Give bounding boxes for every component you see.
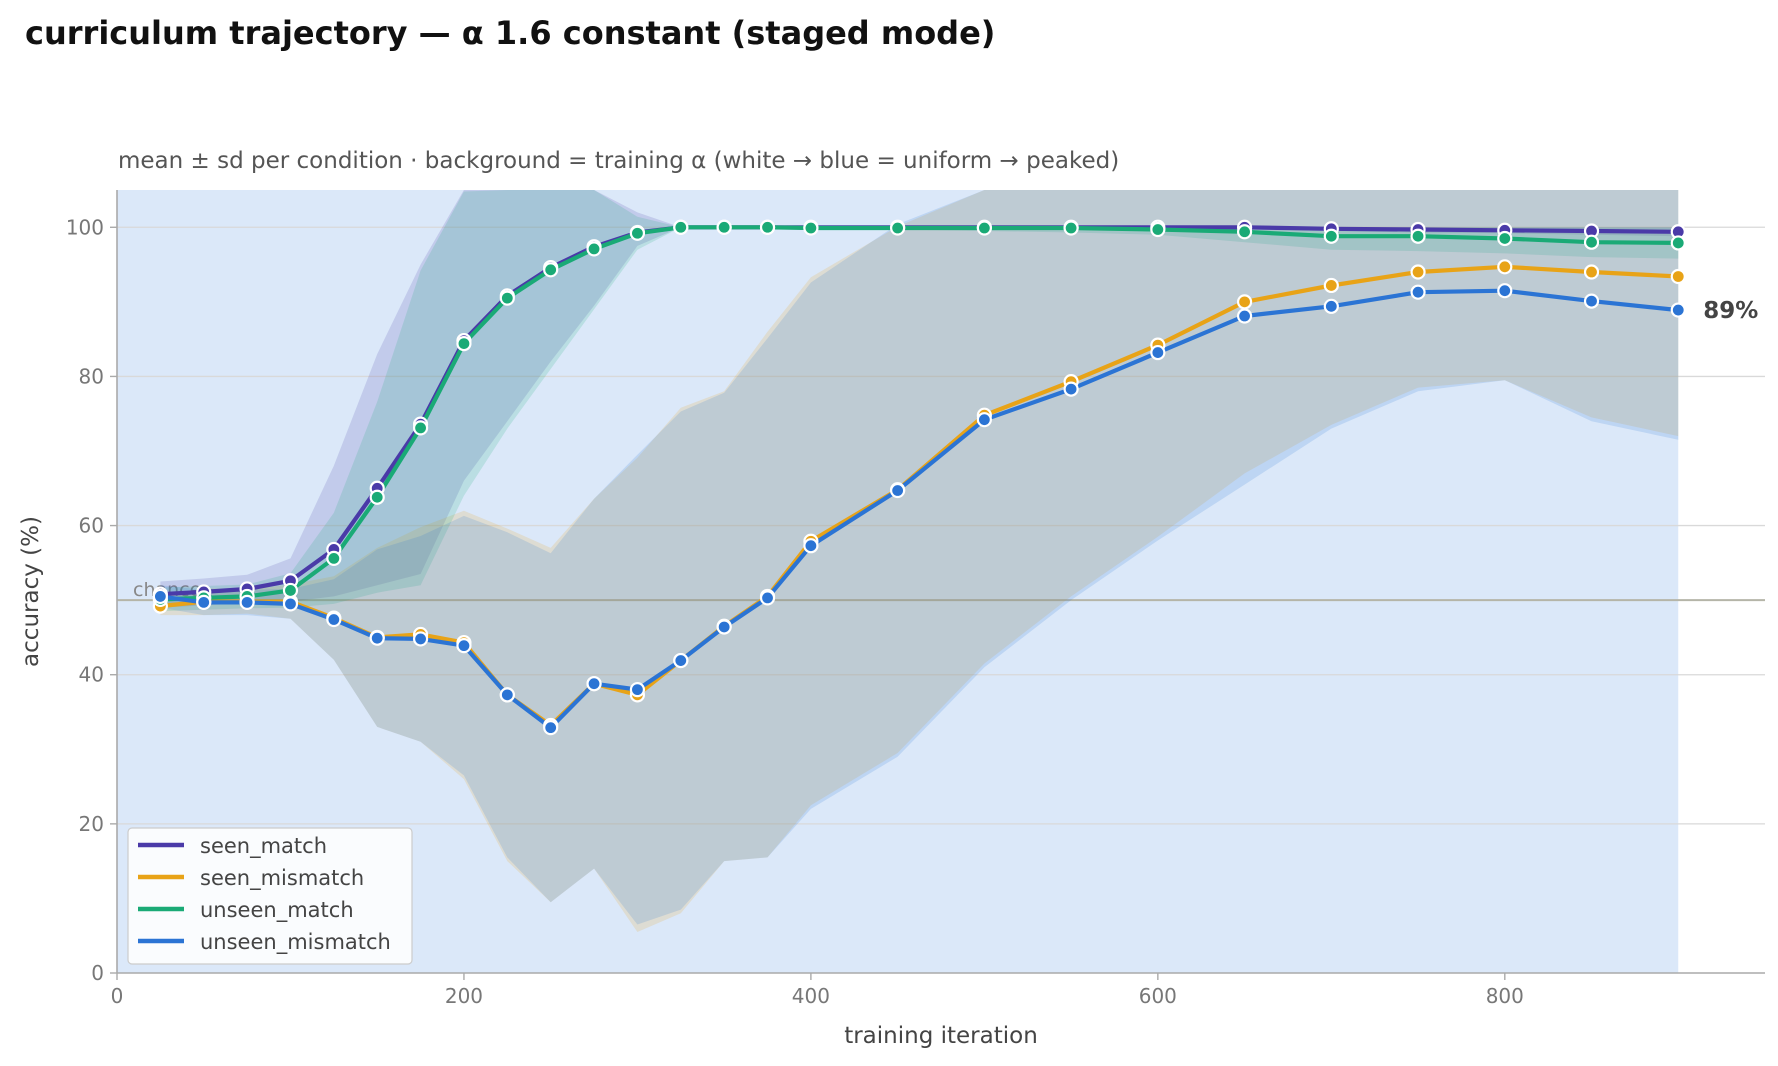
data-point-unseen-match: [282, 582, 299, 599]
data-point-unseen-mismatch: [1236, 308, 1253, 324]
data-point-unseen-mismatch: [629, 682, 646, 698]
data-point-unseen-mismatch: [326, 611, 342, 628]
data-point-unseen-match: [759, 219, 776, 235]
data-point-unseen-mismatch: [759, 590, 776, 606]
x-axis-title: training iteration: [844, 1023, 1038, 1049]
data-point-unseen-match: [326, 550, 342, 566]
x-tick-label: 800: [1486, 984, 1524, 1008]
data-point-unseen-match: [890, 220, 906, 236]
data-point-unseen-mismatch: [976, 412, 992, 428]
data-point-unseen-mismatch: [586, 676, 602, 692]
data-point-unseen-mismatch: [1063, 381, 1079, 397]
data-point-unseen-match: [1410, 228, 1426, 244]
data-point-unseen-mismatch: [1410, 284, 1426, 300]
legend-label-seen-match: seen_match: [200, 834, 327, 859]
y-tick-label: 40: [79, 663, 104, 687]
data-point-unseen-match: [673, 219, 689, 235]
legend: [127, 827, 413, 965]
data-point-seen-mismatch: [1410, 264, 1426, 280]
data-point-unseen-match: [1236, 224, 1253, 240]
data-point-unseen-match: [412, 420, 429, 436]
data-point-seen-mismatch: [1236, 294, 1253, 310]
data-point-unseen-match: [716, 219, 732, 235]
data-point-unseen-match: [803, 220, 819, 236]
data-point-unseen-match: [543, 262, 559, 278]
data-point-seen-mismatch: [1323, 277, 1339, 294]
data-point-seen-mismatch: [1497, 259, 1513, 275]
data-point-unseen-mismatch: [543, 720, 559, 736]
end-value-label: 89%: [1703, 298, 1758, 324]
chart-subtitle: mean ± sd per condition · background = t…: [118, 148, 1119, 174]
x-tick-label: 0: [111, 984, 124, 1008]
data-point-unseen-mismatch: [412, 631, 429, 647]
legend-label-unseen-mismatch: unseen_mismatch: [200, 930, 391, 955]
data-point-unseen-mismatch: [282, 596, 299, 612]
y-axis-title: accuracy (%): [18, 516, 44, 667]
data-point-unseen-mismatch: [196, 594, 212, 610]
data-point-unseen-mismatch: [1583, 293, 1600, 309]
data-point-unseen-mismatch: [803, 538, 819, 554]
data-point-unseen-mismatch: [369, 630, 385, 646]
data-point-unseen-mismatch: [239, 594, 255, 610]
y-tick-label: 0: [91, 961, 104, 985]
chance-label: chance: [133, 579, 201, 601]
data-point-unseen-mismatch: [499, 687, 515, 703]
data-point-unseen-match: [1670, 235, 1686, 251]
chart-title: curriculum trajectory — α 1.6 constant (…: [25, 14, 996, 52]
data-point-seen-mismatch: [1583, 264, 1600, 280]
series-line-unseen-mismatch: [158, 288, 1681, 730]
data-point-unseen-match: [586, 241, 602, 257]
data-point-unseen-match: [456, 336, 472, 352]
y-tick-label: 100: [66, 215, 104, 239]
legend-label-unseen-match: unseen_match: [200, 898, 354, 923]
data-point-unseen-mismatch: [1497, 283, 1513, 299]
x-tick-label: 400: [792, 984, 830, 1008]
data-point-unseen-match: [976, 220, 992, 236]
y-tick-label: 60: [79, 514, 104, 538]
data-point-unseen-mismatch: [1150, 344, 1166, 361]
sd-band-unseen-mismatch: [160, 190, 1679, 925]
data-point-seen-mismatch: [1670, 268, 1686, 285]
sd-band-unseen-match: [160, 190, 1679, 612]
data-point-unseen-match: [499, 290, 515, 306]
data-point-unseen-mismatch: [890, 482, 906, 499]
data-point-unseen-match: [629, 225, 646, 241]
data-point-unseen-match: [369, 489, 385, 505]
sd-band-seen-match: [160, 190, 1679, 608]
data-point-unseen-mismatch: [152, 588, 168, 605]
data-point-unseen-match: [1583, 234, 1600, 250]
x-tick-label: 200: [445, 984, 483, 1008]
data-point-unseen-match: [1063, 220, 1079, 236]
data-point-unseen-mismatch: [1670, 302, 1686, 318]
legend-label-seen-mismatch: seen_mismatch: [200, 866, 364, 891]
data-point-unseen-match: [1323, 228, 1339, 244]
y-tick-label: 80: [79, 364, 104, 388]
y-tick-label: 20: [79, 812, 104, 836]
sd-band-seen-mismatch: [160, 190, 1679, 932]
data-point-unseen-mismatch: [456, 638, 472, 654]
data-point-unseen-match: [1150, 221, 1166, 238]
data-point-unseen-mismatch: [1323, 298, 1339, 314]
data-point-unseen-match: [1497, 230, 1513, 247]
data-point-unseen-mismatch: [673, 652, 689, 669]
x-tick-label: 600: [1139, 984, 1177, 1008]
data-point-unseen-mismatch: [716, 619, 732, 635]
